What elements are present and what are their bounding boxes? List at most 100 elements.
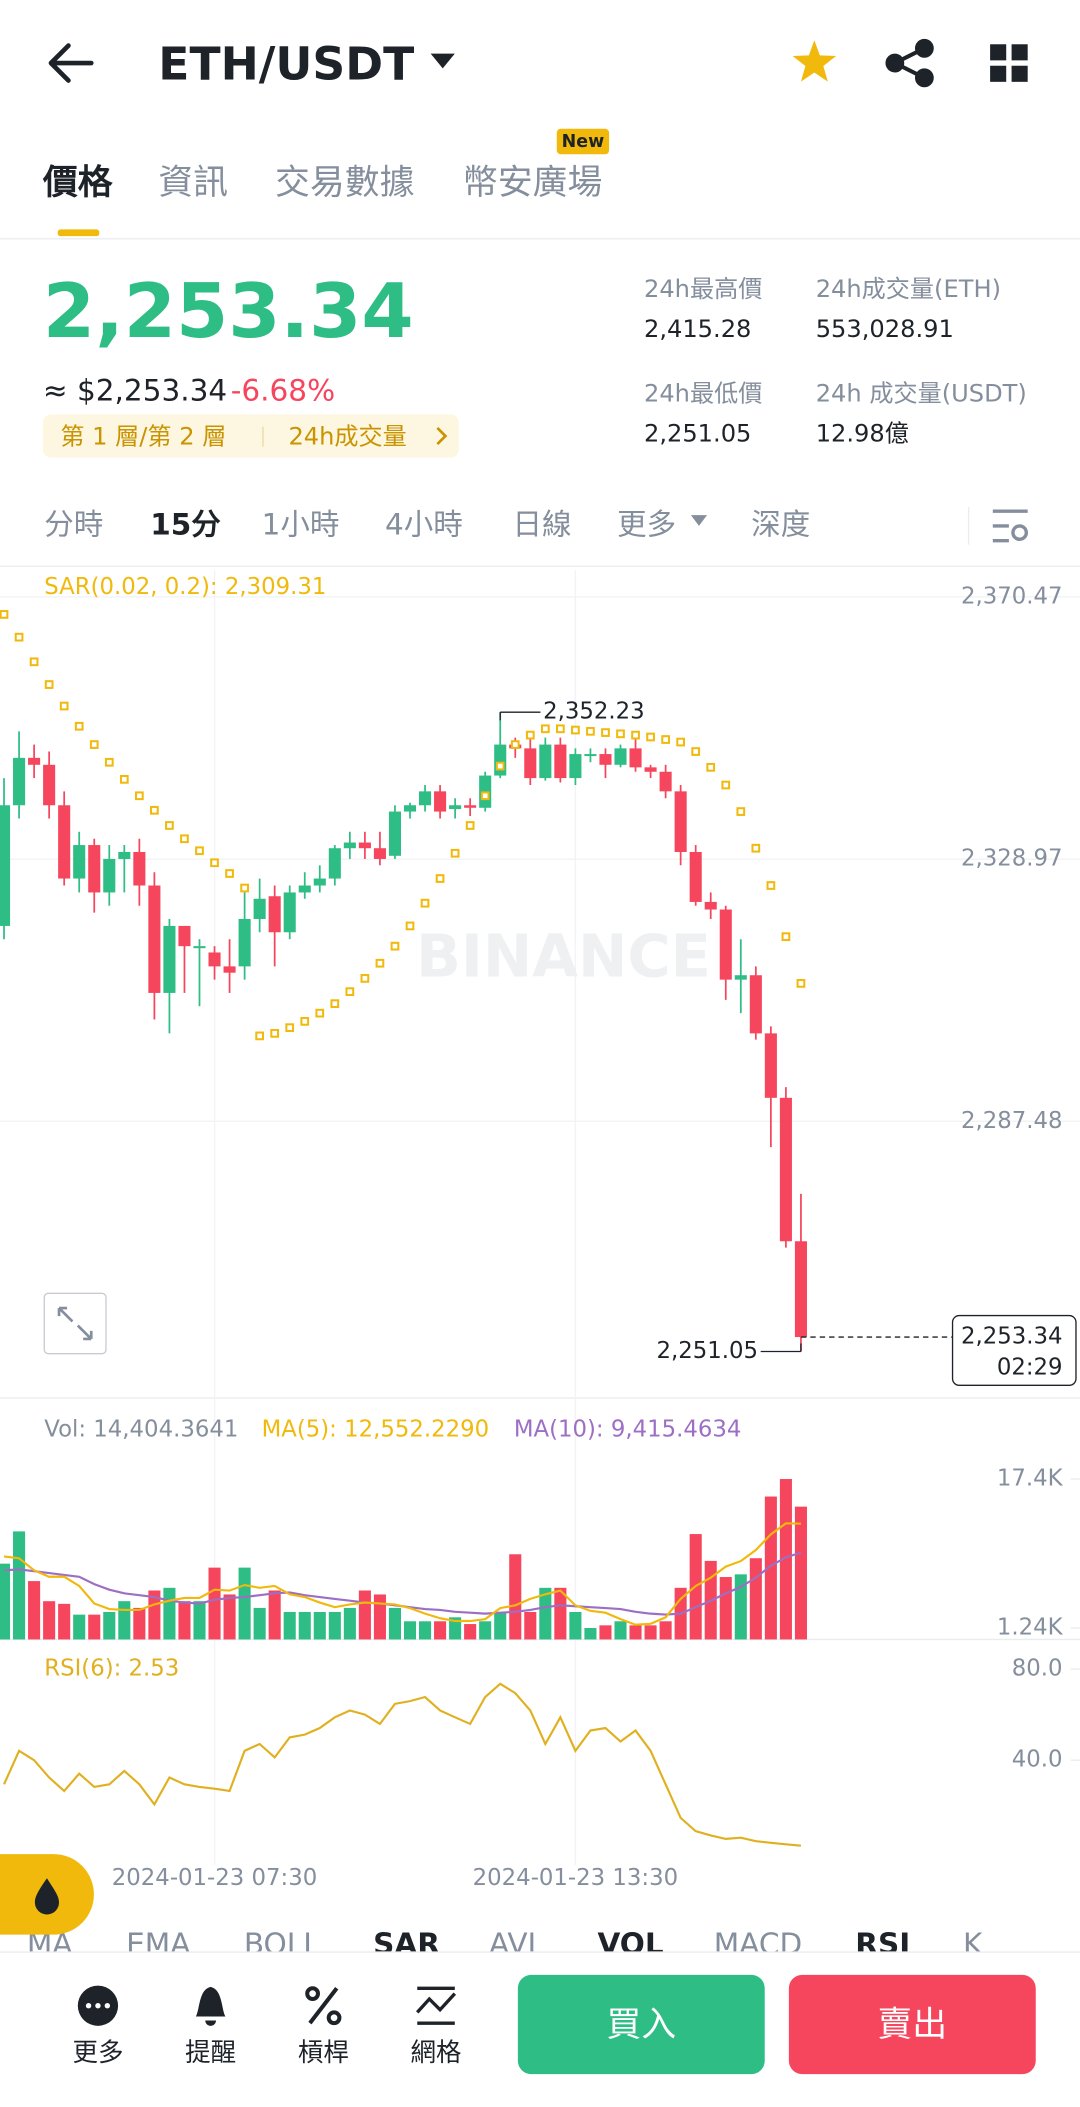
interval[interactable]: 4小時 <box>385 507 463 541</box>
sar-dot <box>736 807 746 816</box>
tab-underline <box>57 229 100 237</box>
candle-body <box>253 898 266 919</box>
sar-dot <box>495 761 505 771</box>
volume-bar <box>253 1607 266 1640</box>
tab[interactable]: 幣安廣場 <box>463 163 603 203</box>
buy-label[interactable]: 買入 <box>606 2005 676 2045</box>
tab[interactable]: 交易數據 <box>275 163 415 203</box>
y-tick-label: 17.4K <box>997 1466 1064 1492</box>
volume-bar <box>644 1625 657 1640</box>
sar-dot <box>405 921 415 931</box>
interval[interactable]: 深度 <box>751 507 810 541</box>
candle-body <box>88 845 101 893</box>
stat-label: 24h成交量(ETH) <box>816 275 1001 303</box>
interval[interactable]: 日線 <box>512 507 571 541</box>
candle-body <box>283 892 296 933</box>
sar-dot <box>751 843 761 853</box>
interval[interactable]: 15分 <box>150 507 221 541</box>
header: ETH/USDT <box>48 38 1028 91</box>
volume-legend: Vol: 14,404.3641 <box>44 1417 238 1443</box>
usd-price: ≈ $2,253.34 <box>43 373 227 407</box>
candle-body <box>178 925 191 947</box>
tab[interactable]: 資訊 <box>158 163 228 203</box>
tool-label[interactable]: 提醒 <box>185 2038 236 2068</box>
volume-bar <box>283 1611 296 1640</box>
candle-body <box>779 1097 792 1242</box>
sar-label: SAR(0.02, 0.2): 2,309.31 <box>44 574 326 600</box>
chart-settings[interactable] <box>992 509 1029 543</box>
tool-label[interactable]: 網格 <box>411 2038 462 2068</box>
rsi-line <box>3 1682 802 1847</box>
volume-bar <box>524 1611 537 1640</box>
candle-body <box>103 858 116 893</box>
tab[interactable]: 價格 <box>42 163 114 203</box>
tag-bg[interactable] <box>42 414 459 458</box>
sar-dot <box>74 721 84 731</box>
candle-body <box>719 909 732 980</box>
volume-bar <box>43 1601 56 1640</box>
watermark: BINANCE <box>416 922 711 991</box>
sar-dot <box>240 883 249 893</box>
grid-icon[interactable] <box>415 1986 457 2025</box>
candle-body <box>118 852 131 859</box>
pair-title[interactable]: ETH/USDT <box>158 38 414 91</box>
volume-bar <box>58 1603 71 1640</box>
sar-dot <box>255 1031 265 1041</box>
stat-value: 2,251.05 <box>644 420 751 448</box>
sar-dot <box>601 728 610 737</box>
sar-dot <box>210 858 219 868</box>
candle-body <box>133 852 146 886</box>
x-tick-label: 2024-01-23 13:30 <box>473 1865 678 1891</box>
sell-label[interactable]: 賣出 <box>877 2005 947 2045</box>
volume-tag[interactable]: 24h成交量 <box>288 422 406 450</box>
sar-dot <box>285 1023 295 1033</box>
pair-dropdown[interactable] <box>430 53 455 69</box>
interval[interactable]: 1小時 <box>262 507 340 541</box>
sar-dot <box>44 680 54 689</box>
layer-tag[interactable]: 第 1 層/第 2 層 <box>60 422 226 450</box>
sar-dot <box>691 747 701 756</box>
volume-bar <box>419 1621 432 1640</box>
candle-body <box>569 754 582 779</box>
volume-bar <box>223 1594 236 1640</box>
back-button[interactable] <box>48 43 94 83</box>
volume-legend: MA(10): 9,415.4634 <box>514 1417 742 1443</box>
candle-body <box>494 744 507 776</box>
sar-dot <box>706 762 716 772</box>
sar-dot <box>150 805 159 815</box>
share-button[interactable] <box>885 38 934 88</box>
candle-body <box>28 757 41 765</box>
volume-bar <box>719 1577 732 1640</box>
layout-button[interactable] <box>990 44 1028 82</box>
stat-value: 2,415.28 <box>644 315 751 343</box>
y-tick-label: 40.0 <box>1012 1747 1063 1773</box>
fire-button[interactable] <box>0 1854 94 1935</box>
candle-body <box>193 946 206 949</box>
volume-bar <box>13 1531 26 1640</box>
volume-bar <box>554 1587 567 1640</box>
tool-label[interactable]: 更多 <box>72 2038 123 2068</box>
candle-body <box>434 791 447 812</box>
tool-label[interactable]: 槓桿 <box>298 2038 349 2068</box>
more-dropdown[interactable] <box>690 515 708 526</box>
volume-bar <box>403 1621 417 1640</box>
candle-body <box>599 754 612 765</box>
sell-button[interactable] <box>788 1974 1036 2075</box>
alert-icon[interactable] <box>195 1986 226 2026</box>
candle-body <box>764 1033 777 1098</box>
volume-bar <box>388 1607 402 1640</box>
sar-dot <box>450 848 460 858</box>
expand-button[interactable] <box>43 1292 107 1355</box>
interval[interactable]: 分時 <box>44 507 103 541</box>
candle-body <box>148 885 161 993</box>
sar-dot <box>631 730 640 740</box>
buy-button[interactable] <box>517 1974 765 2075</box>
volume-bar <box>238 1567 251 1640</box>
candle-body <box>13 757 26 806</box>
favorite-star[interactable] <box>792 40 837 82</box>
interval[interactable]: 更多 <box>617 507 676 541</box>
candle-body <box>614 748 627 765</box>
volume-bar <box>479 1621 492 1640</box>
leverage-icon[interactable] <box>305 1986 342 2026</box>
